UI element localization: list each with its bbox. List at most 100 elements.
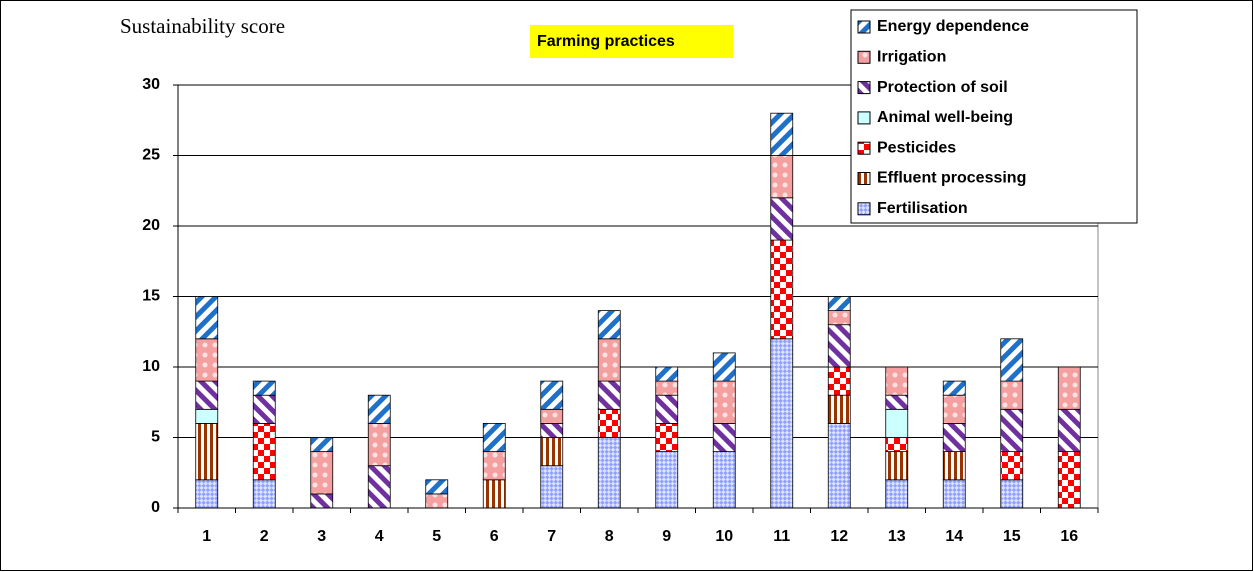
- bar-segment: [655, 366, 679, 382]
- bar-segment: [425, 479, 449, 495]
- y-axis-label: Sustainability score: [120, 14, 285, 38]
- y-tick-label: 25: [142, 147, 160, 164]
- bar-segment: [540, 380, 564, 410]
- bar-segment: [827, 394, 851, 424]
- bar-segment: [252, 422, 276, 481]
- y-tick-label: 15: [142, 288, 160, 305]
- bar-segment: [1057, 366, 1081, 410]
- y-tick-label: 30: [142, 76, 160, 93]
- bar-segment: [885, 479, 909, 509]
- bar-segment: [885, 394, 909, 410]
- bar-segment: [942, 422, 966, 452]
- x-tick-label: 9: [662, 528, 671, 545]
- bar-segment: [1000, 380, 1024, 410]
- bar-segment: [655, 394, 679, 424]
- bar-segment: [1057, 408, 1081, 452]
- x-tick-label: 5: [432, 528, 441, 545]
- legend-label: Irrigation: [877, 49, 946, 66]
- bar-segment: [655, 380, 679, 396]
- legend-swatch: [857, 81, 871, 95]
- bar-segment: [195, 338, 219, 382]
- bar-segment: [770, 112, 794, 156]
- bar-segment: [827, 324, 851, 368]
- bar-segment: [482, 451, 506, 481]
- bar-segment: [712, 422, 736, 452]
- legend-label: Effluent processing: [877, 170, 1026, 187]
- legend-swatch: [857, 111, 871, 125]
- bar-segment: [540, 422, 564, 438]
- bar-segment: [195, 296, 219, 340]
- bar-segment: [942, 479, 966, 509]
- bar-segment: [1000, 408, 1024, 452]
- bar-segment: [252, 479, 276, 509]
- bar-segment: [540, 465, 564, 509]
- bar-segment: [195, 408, 219, 424]
- bar-segment: [482, 479, 506, 509]
- bar-segment: [310, 493, 334, 509]
- bar-segment: [310, 451, 334, 495]
- legend-swatch: [857, 20, 871, 34]
- bar-segment: [367, 465, 391, 509]
- bar-segment: [770, 197, 794, 241]
- bar-segment: [655, 422, 679, 452]
- y-tick-label: 5: [151, 429, 160, 446]
- legend-label: Energy dependence: [877, 18, 1029, 35]
- bar-segment: [942, 380, 966, 396]
- bar-segment: [1000, 479, 1024, 509]
- x-tick-label: 7: [547, 528, 556, 545]
- bar-segment: [712, 352, 736, 382]
- x-tick-label: 16: [1060, 528, 1078, 545]
- bar-segment: [597, 310, 621, 340]
- bar-segment: [942, 394, 966, 424]
- bar-segment: [770, 239, 794, 340]
- legend-swatch: [857, 172, 871, 185]
- bar-segment: [770, 155, 794, 199]
- bar-segment: [310, 437, 334, 453]
- x-tick-label: 4: [375, 528, 384, 545]
- chart-title: Farming practices: [537, 33, 675, 50]
- bar-segment: [195, 479, 219, 509]
- bar-segment: [1000, 451, 1024, 481]
- bar-segment: [597, 408, 621, 438]
- legend-swatch: [857, 141, 871, 155]
- bar-segment: [885, 437, 909, 453]
- legend-swatch: [857, 202, 871, 216]
- y-tick-label: 0: [151, 499, 160, 516]
- bar-segment: [597, 380, 621, 410]
- x-tick-label: 6: [490, 528, 499, 545]
- bar-segment: [655, 451, 679, 509]
- x-tick-label: 10: [715, 528, 733, 545]
- bar-segment: [712, 451, 736, 509]
- y-tick-label: 20: [142, 217, 160, 234]
- bar-segment: [482, 422, 506, 452]
- bar-segment: [1000, 338, 1024, 382]
- bar-segment: [597, 338, 621, 382]
- legend-swatch: [857, 50, 871, 64]
- bar-segment: [827, 422, 851, 509]
- bar-segment: [540, 437, 564, 467]
- x-tick-label: 2: [260, 528, 269, 545]
- bar-segment: [367, 422, 391, 467]
- bar-segment: [770, 338, 794, 509]
- bar-segment: [885, 451, 909, 481]
- y-tick-label: 10: [142, 358, 160, 375]
- x-tick-label: 12: [830, 528, 848, 545]
- bar-segment: [252, 394, 276, 424]
- x-tick-label: 14: [945, 528, 963, 545]
- x-tick-label: 3: [317, 528, 326, 545]
- bar-segment: [195, 422, 219, 481]
- bar-segment: [827, 366, 851, 396]
- title-box: [530, 25, 733, 58]
- x-tick-label: 15: [1003, 528, 1021, 545]
- x-tick-label: 13: [888, 528, 906, 545]
- bar-segment: [942, 451, 966, 481]
- legend-label: Fertilisation: [877, 200, 968, 217]
- bar-segment: [540, 408, 564, 424]
- bar-segment: [885, 366, 909, 396]
- x-tick-label: 8: [605, 528, 614, 545]
- x-tick-label: 11: [773, 528, 790, 545]
- bar-segment: [195, 380, 219, 410]
- bar-segment: [252, 380, 276, 396]
